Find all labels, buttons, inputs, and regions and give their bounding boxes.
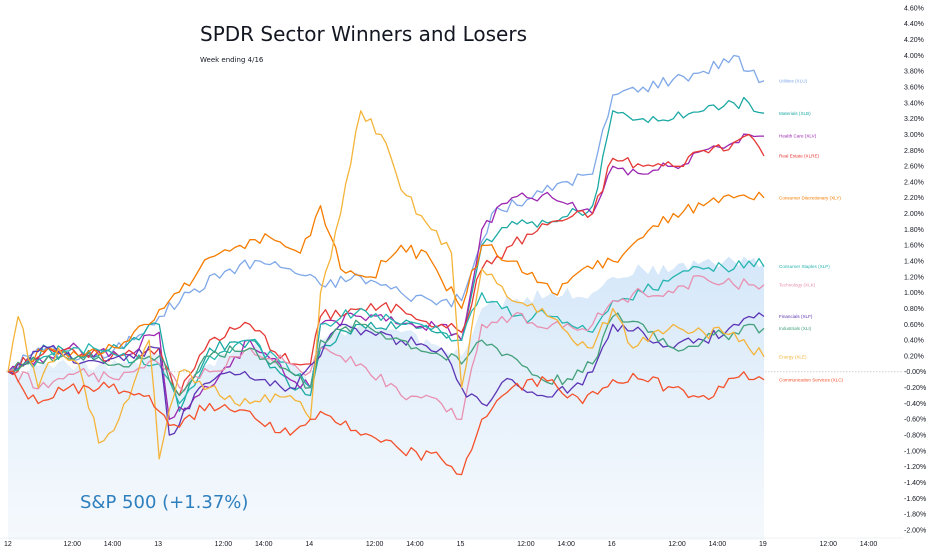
y-tick-label: 1.80% [904,227,924,234]
series-label-consumer-discretionary-xly: Consumer Discretionary (XLY) [779,195,841,200]
series-line-energy-xle [7,110,765,460]
y-tick-label: 4.60% [904,5,924,12]
series-label-consumer-staples-xlp: Consumer Staples (XLP) [779,264,830,269]
y-tick-label: 3.40% [904,100,924,107]
series-line-communication-services-xlc [7,370,765,476]
series-line-technology-xlk [7,275,765,420]
y-tick-label: 3.00% [904,132,924,139]
series-label-financials-xlf: Financials (XLF) [779,314,813,319]
y-tick-label: -1.80% [904,512,926,519]
series-label-communication-services-xlc: Communication Services (XLC) [779,377,844,382]
y-tick-label: 0.40% [904,338,924,345]
y-tick-label: -0.60% [904,417,926,424]
series-label-technology-xlk: Technology (XLK) [779,282,816,287]
x-tick-label: 12:00 [366,541,384,548]
x-tick-label: 12:00 [63,541,81,548]
x-tick-label: 12:00 [668,541,686,548]
series-label-energy-xle: Energy (XLE) [779,354,807,359]
x-tick-label: 12:00 [819,541,837,548]
y-tick-label: 2.60% [904,164,924,171]
series-line-materials-xlb [7,96,765,413]
series-label-real-estate-xlre: Real Estate (XLRE) [779,154,820,159]
y-tick-label: 2.20% [904,195,924,202]
x-tick-label: 16 [608,541,616,548]
series-line-utilities-xlu [7,54,765,373]
y-tick-label: 0.60% [904,322,924,329]
series-label-industrials-xli: Industrials (XLI) [779,326,812,331]
series-label-utilities-xlu: Utilities (XLU) [779,78,808,83]
chart-title: SPDR Sector Winners and Losers [200,22,527,46]
y-tick-label: 2.40% [904,179,924,186]
series-line-financials-xlf [7,312,765,436]
y-tick-label: 1.60% [904,243,924,250]
y-tick-label: 0.20% [904,353,924,360]
series-line-industrials-xli [7,312,765,397]
series-label-materials-xlb: Materials (XLB) [779,111,811,116]
y-tick-label: 3.20% [904,116,924,123]
chart-subtitle: Week ending 4/16 [200,56,264,64]
y-tick-label: -0.00% [904,369,926,376]
x-tick-label: 14:00 [255,541,273,548]
x-tick-label: 14:00 [709,541,727,548]
y-tick-label: 3.80% [904,69,924,76]
y-tick-label: 4.20% [904,37,924,44]
series-line-consumer-discretionary-xly [7,191,765,373]
y-tick-label: -1.00% [904,448,926,455]
series-label-health-care-xlv: Health Care (XLV) [779,134,817,139]
y-tick-label: 4.00% [904,53,924,60]
y-tick-label: 1.20% [904,274,924,281]
y-tick-label: -1.40% [904,480,926,487]
x-tick-label: 14:00 [406,541,424,548]
x-tick-label: 19 [759,541,767,548]
y-tick-label: 2.80% [904,148,924,155]
x-tick-label: 14:00 [104,541,122,548]
y-tick-label: 4.40% [904,21,924,28]
benchmark-label: S&P 500 (+1.37%) [80,492,249,513]
y-tick-label: -0.20% [904,385,926,392]
y-tick-label: -1.20% [904,464,926,471]
y-tick-label: -0.80% [904,432,926,439]
x-tick-label: 14 [305,541,313,548]
x-tick-label: 13 [154,541,162,548]
x-tick-label: 12:00 [215,541,233,548]
y-tick-label: -1.60% [904,496,926,503]
y-tick-label: 1.00% [904,290,924,297]
y-tick-label: 2.00% [904,211,924,218]
x-tick-label: 12 [4,541,12,548]
y-tick-label: 3.60% [904,84,924,91]
y-tick-label: -0.40% [904,401,926,408]
y-tick-label: 1.40% [904,258,924,265]
x-tick-label: 12:00 [517,541,535,548]
series-line-real-estate-xlre [7,133,765,397]
x-tick-label: 15 [457,541,465,548]
y-tick-label: 0.80% [904,306,924,313]
x-tick-label: 14:00 [557,541,575,548]
y-tick-label: -2.00% [904,527,926,534]
x-tick-label: 14:00 [860,541,878,548]
